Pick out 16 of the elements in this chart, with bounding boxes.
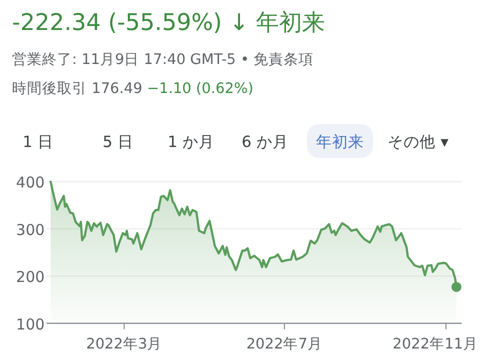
x-tick-label: 2022年7月	[246, 335, 322, 352]
chart-subtitle: 営業終了: 11月9日 17:40 GMT-5 • 免責条項	[12, 51, 314, 68]
y-tick-label: 200	[16, 268, 45, 286]
text: 1 か月	[168, 133, 214, 151]
text: その他 ▾	[388, 133, 449, 151]
y-tick-label: 300	[16, 220, 45, 239]
text: 5 日	[102, 133, 134, 151]
x-tick-label: 2022年3月	[86, 335, 162, 352]
text: 6 か月	[242, 133, 288, 151]
x-tick-label: 2022年11月	[392, 335, 478, 352]
text: 1 日	[22, 133, 54, 151]
chart-title: -222.34 (-55.59%) ↓ 年初来	[12, 10, 325, 36]
y-tick-label: 400	[16, 174, 45, 192]
text: 時間後取引 176.49 −1.10 (0.62%)	[12, 80, 254, 97]
y-tick-label: 100	[16, 315, 45, 334]
text: 年初来	[316, 133, 364, 151]
